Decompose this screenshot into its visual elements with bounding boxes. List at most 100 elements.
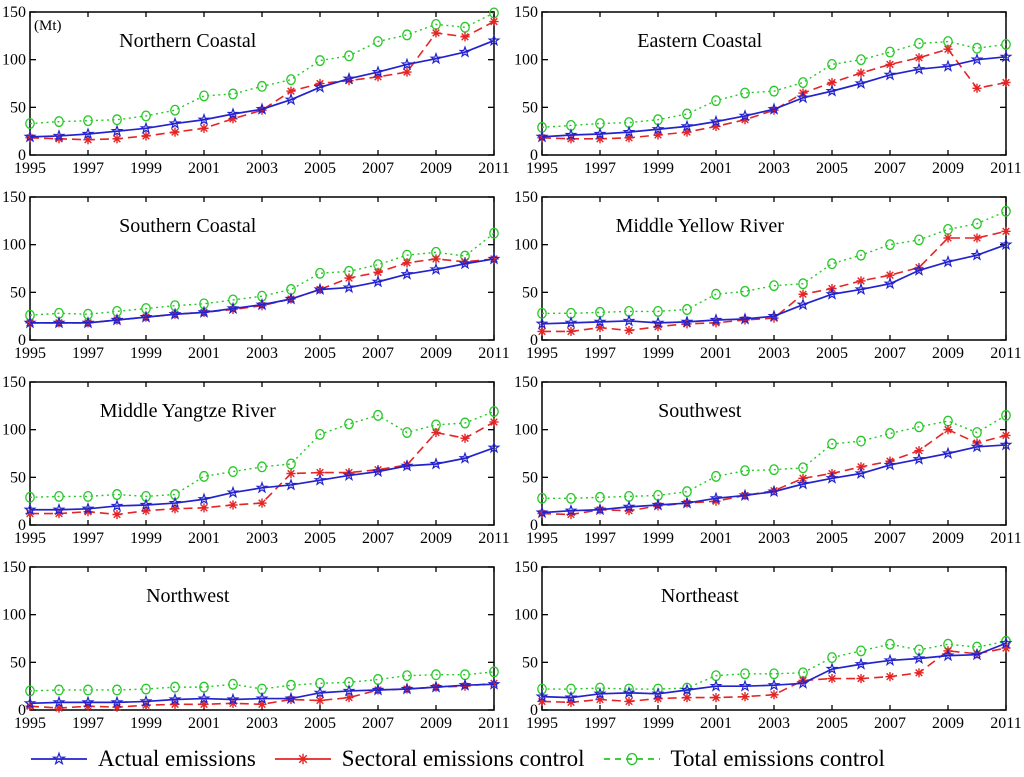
- y-tick-label: 0: [18, 147, 26, 164]
- x-tick-label: 2003: [758, 715, 790, 732]
- y-tick-label: 150: [514, 189, 538, 206]
- x-tick-label: 2003: [246, 160, 278, 177]
- y-tick-label: 100: [2, 52, 26, 69]
- legend-star-icon: [31, 750, 87, 765]
- series-actual-emissions: [535, 636, 1013, 704]
- x-tick-label: 2007: [362, 345, 394, 362]
- x-axis: 1995 1997 1999 2001 2003 2005 2007 2009 2011: [526, 382, 1022, 547]
- x-tick-label: 2009: [932, 715, 964, 732]
- chart-title: Southern Coastal: [119, 215, 257, 237]
- x-tick-label: 2009: [420, 715, 452, 732]
- y-tick-label: 50: [10, 99, 26, 116]
- chart-title: Middle Yangtze River: [100, 400, 276, 422]
- y-tick-label: 0: [530, 332, 538, 349]
- x-tick-label: 2011: [478, 715, 509, 732]
- y-tick-label: 50: [522, 284, 538, 301]
- legend-item-total-emissions-control: Total emissions control: [603, 746, 885, 772]
- y-axis: 0 50 100 150: [2, 374, 494, 534]
- series-sectoral-emissions-control: [537, 643, 1011, 707]
- y-tick-label: 150: [2, 559, 26, 576]
- x-tick-label: 2001: [700, 345, 732, 362]
- x-tick-label: 1995: [526, 715, 558, 732]
- chart-svg: 1995 1997 1999 2001 2003 2005 2007 2009 20110501…: [2, 4, 510, 177]
- x-tick-label: 1995: [14, 160, 46, 177]
- y-tick-label: 0: [530, 517, 538, 534]
- x-tick-label: 1997: [72, 530, 104, 547]
- chart-svg: 1995 1997 1999 2001 2003 2005 2007 2009 20110501…: [2, 374, 510, 547]
- x-tick-label: 1999: [130, 160, 162, 177]
- x-tick-label: 2005: [816, 530, 848, 547]
- x-tick-label: 2007: [362, 715, 394, 732]
- y-tick-label: 50: [522, 99, 538, 116]
- y-tick-label: 100: [2, 422, 26, 439]
- y-axis: 0 50 100 150: [514, 374, 1006, 534]
- series-sectoral-emissions-control: [25, 16, 499, 145]
- chart-title: Middle Yellow River: [616, 215, 785, 237]
- series-total-emissions-control: [537, 205, 1011, 319]
- y-tick-label: 150: [514, 559, 538, 576]
- x-tick-label: 2011: [478, 345, 509, 362]
- series-actual-emissions: [23, 440, 501, 516]
- series-sectoral-emissions-control: [537, 44, 1011, 144]
- series-actual-emissions: [23, 33, 501, 143]
- axes: [29, 196, 495, 341]
- x-tick-label: 2007: [874, 160, 906, 177]
- y-tick-label: 50: [10, 469, 26, 486]
- series-actual-emissions: [535, 49, 1013, 143]
- chart-svg: 1995 1997 1999 2001 2003 2005 2007 2009 20110501…: [514, 559, 1022, 732]
- legend-label: Sectoral emissions control: [341, 745, 585, 771]
- x-tick-label: 2001: [700, 160, 732, 177]
- y-axis: 0 50 100 150: [2, 189, 494, 349]
- x-tick-label: 2009: [932, 345, 964, 362]
- y-axis: 0 50 100 150: [2, 4, 494, 164]
- x-tick-label: 2007: [362, 530, 394, 547]
- y-axis: 0 50 100 150: [514, 189, 1006, 349]
- x-tick-label: 2011: [478, 160, 509, 177]
- y-tick-label: 0: [18, 702, 26, 719]
- y-tick-label: 100: [514, 422, 538, 439]
- x-axis: 1995 1997 1999 2001 2003 2005 2007 2009 2011: [14, 567, 510, 732]
- charts-grid: 1995 1997 1999 2001 2003 2005 2007 2009 2011 0 50 1…: [0, 4, 1022, 732]
- x-tick-label: 2003: [246, 715, 278, 732]
- chart-title: Northwest: [146, 585, 230, 607]
- legend: Actual emissions Sectoral emissions contr…: [0, 740, 1024, 777]
- x-tick-label: 1997: [72, 160, 104, 177]
- y-axis: 0 50 100 150: [2, 559, 494, 719]
- x-tick-label: 1995: [526, 160, 558, 177]
- x-tick-label: 2011: [990, 530, 1021, 547]
- x-tick-label: 2009: [420, 160, 452, 177]
- x-tick-label: 2011: [990, 345, 1021, 362]
- y-tick-label: 100: [2, 237, 26, 254]
- x-tick-label: 2001: [188, 345, 220, 362]
- series-total-emissions-control: [537, 36, 1011, 133]
- y-axis: 0 50 100 150: [514, 559, 1006, 719]
- x-tick-label: 1997: [584, 345, 616, 362]
- series-actual-emissions: [535, 438, 1013, 519]
- y-tick-label: 100: [514, 52, 538, 69]
- axes: [541, 381, 1007, 526]
- chart-title: Southwest: [658, 400, 742, 422]
- x-tick-label: 1999: [130, 345, 162, 362]
- legend-asterisk-icon: [274, 753, 331, 764]
- x-tick-label: 1999: [642, 530, 674, 547]
- x-tick-label: 2009: [932, 160, 964, 177]
- y-tick-label: 50: [522, 469, 538, 486]
- series-actual-emissions: [535, 237, 1013, 330]
- x-tick-label: 2003: [758, 345, 790, 362]
- x-tick-label: 2003: [246, 530, 278, 547]
- chart-svg: 1995 1997 1999 2001 2003 2005 2007 2009 20110501…: [514, 189, 1022, 362]
- y-tick-label: 0: [18, 332, 26, 349]
- chart-middle-yangtze-river: 1995 1997 1999 2001 2003 2005 2007 2009 2011 0 50 1…: [0, 370, 512, 555]
- x-tick-label: 2011: [478, 530, 509, 547]
- x-tick-label: 2001: [188, 530, 220, 547]
- series-sectoral-emissions-control: [537, 425, 1011, 520]
- x-tick-label: 1995: [526, 530, 558, 547]
- x-tick-label: 1995: [14, 345, 46, 362]
- x-tick-label: 1999: [642, 345, 674, 362]
- x-tick-label: 1999: [642, 715, 674, 732]
- x-axis: 1995 1997 1999 2001 2003 2005 2007 2009 2011: [526, 12, 1022, 177]
- y-tick-label: 50: [10, 654, 26, 671]
- x-tick-label: 2005: [304, 530, 336, 547]
- x-tick-label: 2005: [304, 160, 336, 177]
